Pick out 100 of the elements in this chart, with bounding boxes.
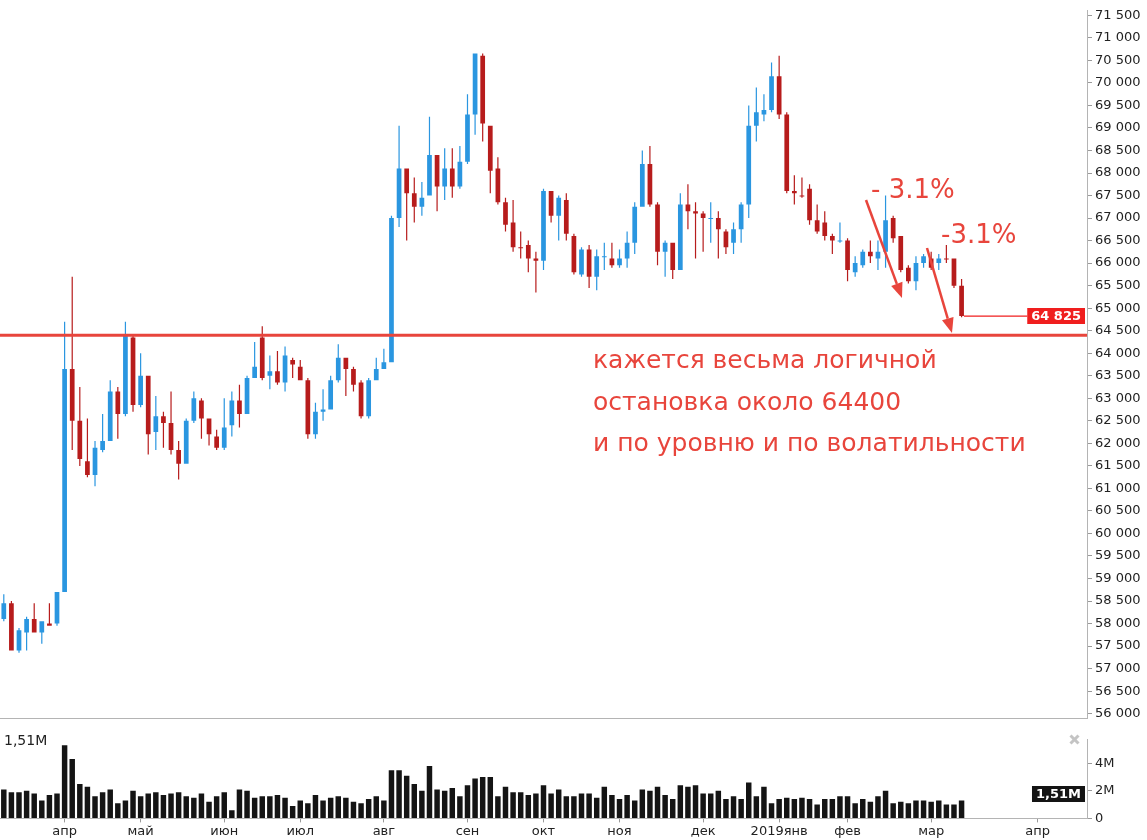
candlestick — [799, 177, 805, 198]
y-tick-label: 66 500 — [1095, 231, 1141, 247]
bar — [768, 803, 775, 818]
y-tick-label: 64 000 — [1095, 344, 1141, 360]
bar — [388, 770, 395, 818]
bar — [609, 794, 615, 818]
candlestick — [761, 94, 767, 122]
bar — [715, 790, 722, 818]
bar — [837, 796, 843, 818]
bar — [502, 786, 509, 818]
bar — [601, 786, 608, 818]
bar — [373, 796, 380, 818]
candlestick — [609, 242, 615, 268]
bar — [905, 803, 912, 818]
y-tick-label: 2M — [1095, 782, 1115, 798]
bar — [723, 799, 729, 818]
bar — [685, 786, 691, 818]
bar — [799, 797, 805, 818]
annotation: 1,51M — [4, 731, 48, 748]
bar — [479, 777, 486, 818]
y-tick-label: 65 500 — [1095, 277, 1141, 293]
x-tick-label: сен — [455, 822, 480, 838]
x-tick-label: фев — [834, 822, 861, 838]
bar — [305, 803, 311, 818]
y-tick-label: 63 000 — [1095, 389, 1141, 405]
y-tick-label: 68 000 — [1095, 164, 1141, 180]
bar — [191, 797, 197, 818]
y-tick-label: 62 500 — [1095, 412, 1141, 428]
bar — [130, 790, 136, 818]
bar — [84, 786, 91, 818]
bar — [289, 805, 296, 818]
bar — [898, 801, 904, 818]
bar — [365, 799, 372, 818]
bar — [274, 794, 281, 818]
bar — [882, 790, 889, 818]
bar — [776, 799, 782, 818]
bar — [312, 794, 319, 818]
bar — [677, 785, 684, 818]
y-tick-label: 67 000 — [1095, 209, 1141, 225]
y-tick-label: 62 000 — [1095, 434, 1141, 450]
bar — [1, 789, 7, 818]
bar — [464, 785, 471, 818]
annotation: - 3.1% — [871, 173, 955, 204]
bar — [822, 799, 828, 818]
bar — [753, 796, 760, 818]
bar — [168, 793, 174, 818]
y-tick-label: 57 000 — [1095, 660, 1141, 676]
bar — [335, 796, 341, 818]
bar — [958, 800, 965, 818]
y-tick-label: 59 000 — [1095, 569, 1141, 585]
x-tick-label: ноя — [607, 822, 632, 838]
bar — [761, 786, 767, 818]
y-tick-label: 56 000 — [1095, 705, 1141, 721]
y-tick-label: 61 500 — [1095, 457, 1141, 473]
bar — [586, 793, 592, 818]
y-tick-label: 71 500 — [1095, 6, 1141, 22]
y-tick-label: 60 000 — [1095, 524, 1141, 540]
bar — [381, 800, 387, 818]
bar — [297, 800, 303, 818]
bar — [700, 793, 706, 818]
annotation: остановка около 64400 — [593, 386, 902, 416]
bar — [92, 796, 98, 818]
bar — [206, 801, 212, 818]
bar — [692, 785, 699, 818]
x-tick-label: 2019янв — [750, 822, 808, 838]
bar — [540, 785, 547, 818]
bar — [350, 801, 357, 818]
bar — [730, 796, 737, 818]
bar — [244, 790, 250, 818]
y-tick-label: 60 500 — [1095, 502, 1141, 518]
bar — [890, 803, 896, 818]
x-tick-label: июл — [286, 822, 315, 838]
y-tick-label: 68 500 — [1095, 141, 1141, 157]
candlestick — [685, 184, 691, 230]
bar — [457, 796, 463, 818]
bar — [229, 810, 235, 818]
bar — [791, 799, 798, 818]
bar — [122, 800, 129, 818]
bar — [495, 796, 501, 818]
bar — [624, 794, 630, 818]
bar — [198, 793, 205, 818]
bar — [875, 796, 881, 818]
bar — [654, 786, 661, 818]
bar — [852, 803, 858, 818]
bar — [517, 792, 524, 818]
x-tick-label: апр — [52, 822, 77, 838]
y-tick-label: 65 000 — [1095, 299, 1141, 315]
bar — [77, 783, 83, 818]
bar — [419, 790, 425, 818]
bar — [669, 799, 676, 818]
bar — [738, 799, 744, 818]
bar — [867, 801, 874, 818]
y-tick-label: 58 000 — [1095, 614, 1141, 630]
bar — [221, 792, 227, 818]
x-tick-label: окт — [531, 822, 556, 838]
bar — [555, 789, 562, 818]
ref-line-label: 64 825 — [1031, 307, 1082, 323]
bar — [472, 778, 478, 818]
y-tick-label: 63 500 — [1095, 367, 1141, 383]
candlestick — [320, 389, 326, 421]
